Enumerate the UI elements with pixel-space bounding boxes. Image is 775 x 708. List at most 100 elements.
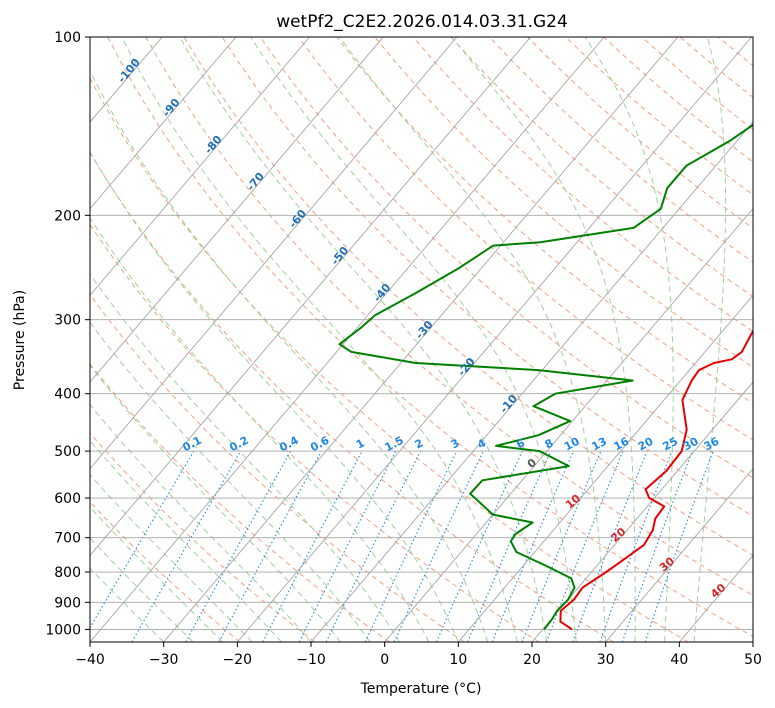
plot-frame — [89, 36, 754, 643]
dry-adiabat-label: -60 — [286, 207, 309, 231]
moist-adiabat — [90, 321, 371, 642]
mixing-ratio-line — [185, 450, 292, 642]
axes: −40 −30 −20 −10 0 10 20 30 40 50 1000 900 800 700 600 5… — [45, 30, 762, 668]
mixing-ratio-label: 20 — [636, 435, 656, 454]
dry-adiabat — [90, 77, 689, 642]
mixing-ratio-line — [131, 450, 242, 642]
dry-adiabat — [374, 37, 753, 368]
dry-adiabat-label: -30 — [413, 318, 436, 342]
background-lines — [90, 37, 775, 642]
moist-adiabat — [90, 537, 194, 642]
y-tick-label: 800 — [54, 565, 81, 581]
mixing-ratio-line — [545, 450, 624, 642]
moist-adiabat — [90, 69, 489, 642]
mixing-ratio-label: 2 — [413, 436, 426, 451]
x-tick-label: 50 — [744, 652, 762, 668]
moist-adiabat — [179, 37, 548, 642]
dewpoint-line — [338, 123, 753, 631]
mixing-ratio-line — [466, 450, 552, 642]
moist-adiabat-label: 20 — [608, 525, 628, 545]
x-tick-label: −10 — [296, 652, 326, 668]
isotherm — [90, 37, 310, 297]
mixing-ratio-line — [364, 450, 458, 642]
dry-adiabat — [717, 37, 753, 67]
dry-adiabat — [565, 37, 753, 196]
mixing-ratio-label: 8 — [543, 436, 556, 451]
y-tick-label: 1000 — [45, 622, 81, 638]
moist-adiabat — [693, 37, 727, 642]
y-axis-label: Pressure (hPa) — [12, 290, 28, 390]
mixing-ratio-label: 4 — [475, 436, 488, 451]
moist-adiabat-label: 40 — [708, 581, 728, 601]
moist-adiabat-label: 10 — [563, 492, 583, 512]
chart-title: wetPf2_C2E2.2026.014.03.31.G24 — [276, 12, 568, 32]
y-tick-label: 300 — [54, 313, 81, 329]
moist-adiabat — [90, 217, 430, 642]
moist-adiabat — [339, 37, 607, 642]
mixing-ratio-label: 16 — [612, 435, 632, 454]
y-tick-label: 900 — [54, 595, 81, 611]
moist-adiabat — [90, 151, 459, 642]
dry-adiabat — [756, 37, 775, 642]
isotherm — [457, 294, 753, 642]
mixing-ratio-line — [644, 450, 714, 642]
y-tick-label: 600 — [54, 491, 81, 507]
dry-adiabat-label: -10 — [497, 392, 520, 416]
x-tick-label: 30 — [597, 652, 615, 668]
mixing-ratio-label: 30 — [681, 435, 701, 454]
mixing-ratio-label: 10 — [562, 435, 582, 454]
mixing-ratio-line — [218, 450, 322, 642]
y-tick-label: 100 — [54, 30, 81, 46]
isotherm — [605, 467, 753, 642]
dry-adiabat — [488, 37, 753, 263]
isotherm — [90, 37, 384, 383]
moist-adiabat — [90, 364, 341, 642]
dry-adiabat-label: -40 — [371, 281, 394, 305]
mixing-ratio-line — [572, 450, 648, 642]
temperature-line — [559, 328, 753, 631]
profile-lines — [338, 123, 753, 631]
moist-adiabat — [90, 403, 312, 642]
dry-adiabat — [450, 37, 753, 298]
dry-adiabat — [90, 223, 540, 642]
mixing-ratio-line — [325, 450, 422, 642]
dry-adiabat — [412, 37, 753, 333]
mixing-ratio-label: 25 — [660, 435, 680, 454]
isotherm — [163, 37, 679, 642]
dry-adiabat — [90, 432, 316, 642]
isotherm — [90, 37, 458, 470]
moist-adiabat — [250, 37, 577, 642]
dry-adiabat — [90, 151, 614, 642]
isotherm — [236, 37, 752, 642]
x-tick-label: 0 — [380, 652, 389, 668]
dry-adiabat-label: -80 — [202, 133, 225, 157]
isotherm — [310, 121, 753, 642]
mixing-ratio-line — [521, 450, 602, 642]
mixing-ratio-line — [599, 450, 673, 642]
dry-adiabat — [107, 37, 753, 638]
isotherm — [90, 37, 237, 210]
isotherm — [752, 641, 753, 642]
x-axis-label: Temperature (°C) — [360, 681, 482, 697]
moist-adiabat — [121, 37, 518, 642]
dry-adiabat — [259, 37, 753, 479]
x-tick-label: 10 — [449, 652, 467, 668]
isotherm — [90, 37, 531, 557]
moist-adiabat — [451, 37, 636, 642]
dry-adiabat — [221, 37, 753, 517]
mixing-ratio-label: 1 — [354, 436, 367, 451]
mixing-ratio-line — [298, 450, 397, 642]
dry-adiabat — [679, 37, 753, 98]
isotherm — [531, 381, 753, 642]
x-tick-label: 20 — [523, 652, 541, 668]
dry-adiabat — [90, 293, 465, 642]
dry-adiabat — [90, 501, 241, 642]
mixing-ratio-label: 13 — [589, 435, 609, 454]
moist-adiabat — [90, 506, 223, 642]
dry-adiabat — [145, 37, 753, 597]
mixing-ratio-line — [262, 450, 363, 642]
moist-adiabat — [584, 37, 674, 642]
dry-adiabat — [90, 363, 390, 642]
dry-adiabat-label: -20 — [455, 355, 478, 379]
y-tick-label: 200 — [54, 208, 81, 224]
